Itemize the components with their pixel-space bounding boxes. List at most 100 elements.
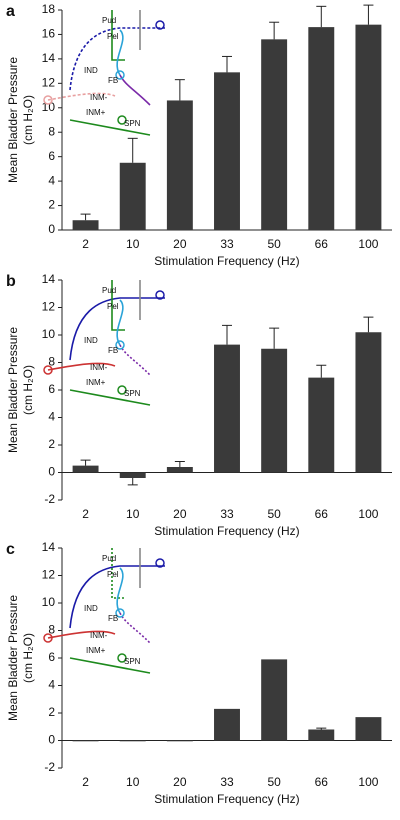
- x-tick-label: 33: [220, 237, 234, 251]
- bar: [261, 39, 288, 231]
- inset-line: [119, 344, 151, 376]
- inset-label: FB: [108, 614, 118, 623]
- x-tick-label: 2: [82, 507, 89, 521]
- y-tick-label: 12: [42, 76, 56, 90]
- x-tick-label: 100: [358, 507, 378, 521]
- y-tick-label: 2: [48, 437, 55, 451]
- inset-label: IND: [84, 66, 98, 75]
- x-tick-label: 33: [220, 775, 234, 789]
- bar: [166, 467, 193, 473]
- bar: [214, 72, 240, 230]
- x-tick-label: 2: [82, 237, 89, 251]
- y-axis-label: Mean Bladder Pressure: [6, 595, 20, 721]
- y-axis-label: (cm H₂O): [21, 95, 35, 145]
- y-axis-label: Mean Bladder Pressure: [6, 327, 20, 453]
- inset-label: Pud: [102, 554, 116, 563]
- bar: [119, 472, 146, 478]
- x-tick-label: 100: [358, 775, 378, 789]
- inset-line: [119, 74, 151, 106]
- bar: [214, 708, 240, 741]
- y-tick-label: 4: [48, 678, 55, 692]
- y-tick-label: 14: [42, 540, 56, 554]
- inset-line: [47, 362, 116, 371]
- bar: [72, 740, 99, 742]
- inset-line: [69, 565, 165, 629]
- y-tick-label: 6: [48, 650, 55, 664]
- y-tick-label: 10: [42, 327, 56, 341]
- panel-label: a: [6, 3, 15, 20]
- x-tick-label: 100: [358, 237, 378, 251]
- inset-line: [111, 280, 125, 331]
- y-tick-label: 4: [48, 410, 55, 424]
- inset-label: SPN: [124, 119, 141, 128]
- inset-line: [69, 389, 151, 406]
- y-tick-label: 10: [42, 100, 56, 114]
- y-tick-label: 8: [48, 124, 55, 138]
- y-axis-label: Mean Bladder Pressure: [6, 57, 20, 183]
- inset-node: [155, 290, 165, 300]
- x-tick-label: 66: [315, 237, 329, 251]
- inset-diagram: [43, 548, 165, 674]
- y-tick-label: 8: [48, 623, 55, 637]
- bar: [119, 162, 146, 230]
- inset-node: [155, 20, 165, 30]
- inset-node: [115, 70, 125, 80]
- inset-line: [111, 10, 125, 61]
- inset-label: Pel: [107, 302, 119, 311]
- inset-node: [117, 653, 127, 663]
- x-axis-label: Stimulation Frequency (Hz): [154, 524, 299, 538]
- y-axis-label: (cm H₂O): [21, 633, 35, 683]
- bar: [166, 740, 193, 742]
- inset-node: [115, 608, 125, 618]
- bar: [261, 348, 288, 473]
- x-tick-label: 20: [173, 507, 187, 521]
- inset-line: [119, 612, 151, 644]
- inset-line: [47, 92, 116, 101]
- y-tick-label: 8: [48, 355, 55, 369]
- y-axis-label: (cm H₂O): [21, 365, 35, 415]
- y-tick-label: 0: [48, 733, 55, 747]
- y-tick-label: 0: [48, 222, 55, 236]
- bar: [355, 717, 382, 741]
- inset-label: Pel: [107, 32, 119, 41]
- x-tick-label: 50: [267, 237, 281, 251]
- x-tick-label: 2: [82, 775, 89, 789]
- bar: [355, 24, 382, 230]
- y-tick-label: 14: [42, 272, 56, 286]
- x-tick-label: 10: [126, 237, 140, 251]
- x-tick-label: 50: [267, 507, 281, 521]
- bar: [72, 220, 99, 230]
- y-tick-label: -2: [44, 760, 55, 774]
- inset-label: IND: [84, 604, 98, 613]
- inset-label: INM+: [86, 108, 106, 117]
- bar: [308, 377, 335, 473]
- inset-label: INM+: [86, 646, 106, 655]
- inset-label: INM-: [90, 93, 108, 102]
- y-tick-label: 14: [42, 51, 56, 65]
- inset-line: [69, 297, 165, 361]
- y-tick-label: 6: [48, 382, 55, 396]
- inset-label: INM+: [86, 378, 106, 387]
- inset-node: [43, 365, 53, 375]
- inset-label: INM-: [90, 363, 108, 372]
- inset-label: Pud: [102, 286, 116, 295]
- inset-node: [117, 115, 127, 125]
- y-tick-label: 12: [42, 568, 56, 582]
- x-axis-label: Stimulation Frequency (Hz): [154, 792, 299, 806]
- bar: [166, 100, 193, 230]
- inset-line: [111, 548, 125, 599]
- y-tick-label: 10: [42, 595, 56, 609]
- bar: [355, 332, 382, 473]
- y-tick-label: 16: [42, 27, 56, 41]
- bar: [72, 465, 99, 473]
- inset-node: [115, 340, 125, 350]
- y-tick-label: 2: [48, 705, 55, 719]
- x-tick-label: 66: [315, 775, 329, 789]
- y-tick-label: 2: [48, 198, 55, 212]
- y-tick-label: 18: [42, 2, 56, 16]
- bar: [119, 740, 146, 742]
- inset-node: [43, 95, 53, 105]
- inset-diagram: [43, 280, 165, 406]
- y-tick-label: 12: [42, 300, 56, 314]
- inset-node: [117, 385, 127, 395]
